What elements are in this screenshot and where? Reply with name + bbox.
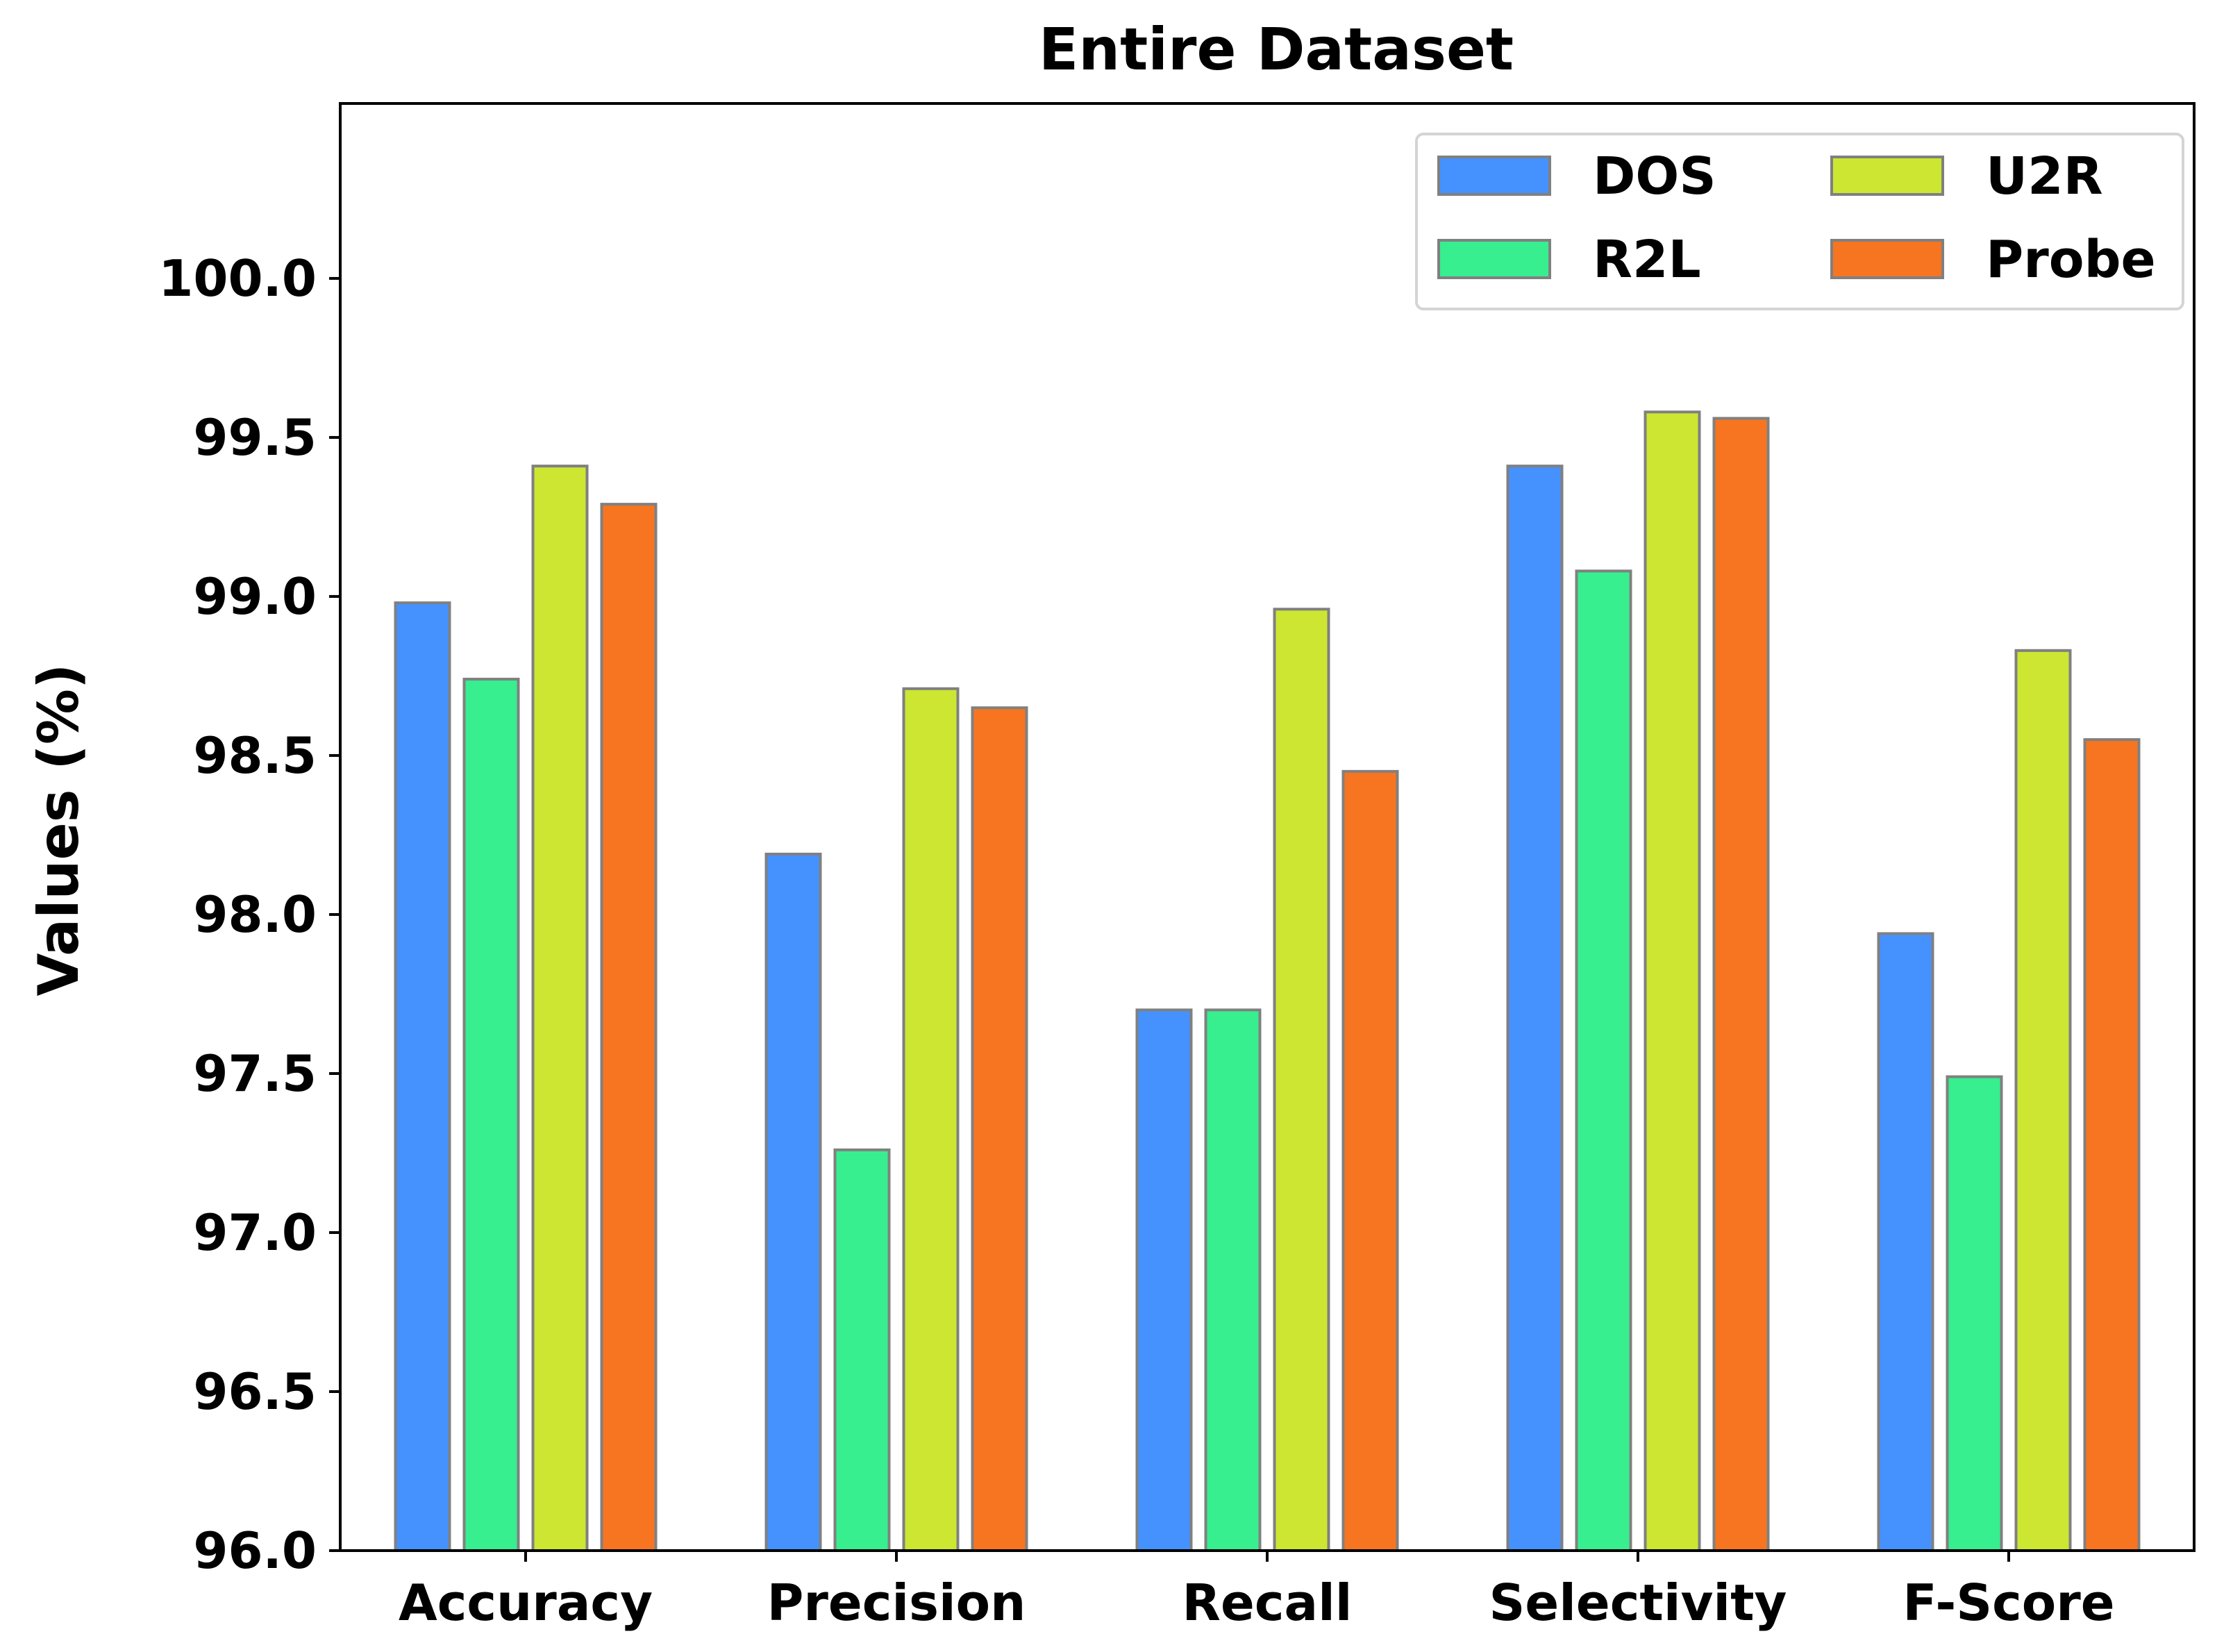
bars-group — [394, 410, 2141, 1553]
chart-title: Entire Dataset — [1039, 15, 1514, 83]
bar-dos-selectivity — [1506, 465, 1564, 1553]
y-tick-label: 96.0 — [193, 1521, 317, 1580]
y-tick-label: 99.0 — [193, 567, 317, 626]
bar-r2l-accuracy — [462, 678, 520, 1552]
y-axis-label: Values (%) — [26, 664, 91, 996]
bar-dos-precision — [764, 852, 822, 1552]
y-tick-label: 97.5 — [193, 1044, 317, 1103]
y-tick-label: 98.0 — [193, 885, 317, 944]
bar-dos-recall — [1135, 1008, 1193, 1553]
bar-u2r-accuracy — [531, 465, 589, 1553]
legend-swatch-r2l — [1437, 239, 1551, 279]
y-axis-ticks: 96.0 96.5 97.0 97.5 98.0 98.5 99.0 99.5 100.0 — [158, 249, 340, 1580]
x-tick-label-recall: Recall — [1182, 1574, 1353, 1632]
bar-probe-accuracy — [600, 503, 658, 1552]
bar-dos-accuracy — [394, 601, 451, 1552]
bar-r2l-f-score — [1946, 1075, 2003, 1552]
bar-r2l-precision — [833, 1148, 891, 1552]
legend-swatch-dos — [1437, 156, 1551, 196]
bar-u2r-f-score — [2014, 649, 2072, 1552]
y-tick-label: 97.0 — [193, 1203, 317, 1262]
bar-probe-selectivity — [1712, 417, 1770, 1552]
bar-probe-recall — [1341, 769, 1399, 1552]
bar-r2l-selectivity — [1575, 569, 1632, 1552]
y-tick-label: 96.5 — [193, 1362, 317, 1421]
x-tick-label-f-score: F-Score — [1902, 1574, 2114, 1632]
legend-label-r2l: R2L — [1593, 230, 1701, 290]
bar-r2l-recall — [1204, 1008, 1262, 1553]
bar-probe-precision — [971, 706, 1028, 1553]
bar-u2r-precision — [902, 687, 960, 1552]
y-tick-label: 100.0 — [158, 249, 317, 308]
x-tick-label-accuracy: Accuracy — [399, 1574, 653, 1632]
y-tick-label: 99.5 — [193, 408, 317, 467]
x-axis-ticks: Accuracy Precision Recall Selectivity F-Scor… — [399, 1551, 2115, 1632]
y-tick-label: 98.5 — [193, 726, 317, 785]
legend-label-dos: DOS — [1593, 147, 1716, 206]
legend-box — [1415, 133, 2184, 310]
legend-swatch-u2r — [1830, 156, 1944, 196]
bar-probe-f-score — [2083, 738, 2141, 1552]
legend-swatch-probe — [1830, 239, 1944, 279]
legend-label-u2r: U2R — [1986, 147, 2103, 206]
bar-dos-f-score — [1877, 932, 1934, 1552]
legend-label-probe: Probe — [1986, 230, 2156, 290]
x-tick-label-selectivity: Selectivity — [1489, 1574, 1787, 1632]
x-tick-label-precision: Precision — [767, 1574, 1026, 1632]
bar-u2r-selectivity — [1644, 410, 1701, 1552]
bar-u2r-recall — [1273, 608, 1330, 1552]
legend: DOS R2L U2R Probe — [1415, 133, 2184, 310]
